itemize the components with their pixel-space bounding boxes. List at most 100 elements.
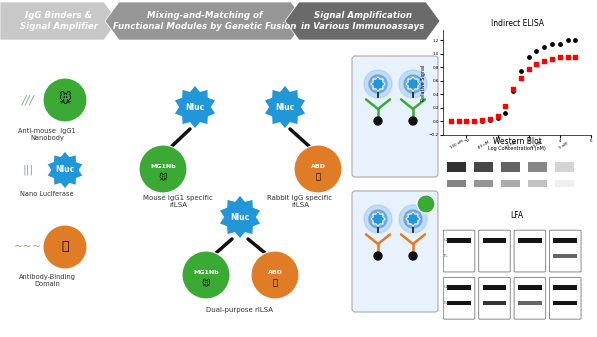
Text: 5 nM: 5 nM — [559, 141, 569, 150]
Text: 🐭: 🐭 — [59, 93, 72, 106]
Bar — [447, 180, 466, 187]
Polygon shape — [406, 77, 420, 91]
FancyBboxPatch shape — [479, 277, 510, 319]
Text: Antibody-Binding
Domain: Antibody-Binding Domain — [19, 274, 75, 287]
Text: Anti-mouse  IgG1
Nanobody: Anti-mouse IgG1 Nanobody — [18, 128, 76, 141]
Point — [446, 119, 456, 124]
Bar — [447, 301, 471, 305]
Polygon shape — [219, 195, 261, 239]
Bar — [482, 301, 506, 305]
Text: Nluc: Nluc — [230, 213, 250, 221]
Circle shape — [409, 252, 417, 260]
FancyBboxPatch shape — [549, 230, 581, 272]
Bar — [553, 301, 577, 305]
Text: ABD: ABD — [310, 163, 325, 168]
Point — [469, 118, 479, 123]
FancyBboxPatch shape — [549, 277, 581, 319]
Polygon shape — [174, 85, 216, 129]
Text: Mixing-and-Matching of
Functional Modules by Genetic Fusion: Mixing-and-Matching of Functional Module… — [113, 11, 297, 31]
Point — [516, 68, 526, 73]
Point — [477, 117, 487, 123]
Text: ///: /// — [21, 93, 35, 106]
Bar — [528, 162, 547, 172]
Text: Nluc: Nluc — [275, 102, 295, 112]
Point — [485, 117, 494, 123]
Polygon shape — [371, 77, 385, 91]
Bar — [518, 285, 542, 290]
Text: Rabbit IgG specific
rILSA: Rabbit IgG specific rILSA — [267, 195, 333, 208]
Polygon shape — [371, 212, 385, 226]
Point — [461, 118, 471, 123]
Bar — [553, 254, 577, 258]
Point — [547, 41, 557, 47]
Circle shape — [364, 70, 392, 98]
Bar — [447, 238, 471, 243]
Text: ~~~: ~~~ — [14, 242, 42, 252]
FancyBboxPatch shape — [352, 56, 438, 177]
Circle shape — [294, 145, 342, 193]
Point — [493, 115, 502, 121]
Circle shape — [369, 210, 387, 228]
Point — [540, 44, 549, 50]
Text: 🐰: 🐰 — [315, 173, 321, 182]
FancyBboxPatch shape — [514, 277, 546, 319]
Point — [477, 118, 487, 123]
Circle shape — [139, 145, 187, 193]
Text: 🐰: 🐰 — [61, 241, 69, 253]
Text: Signal Amplification
in Various Immunoassays: Signal Amplification in Various Immunoas… — [301, 11, 424, 31]
Text: 100 nM: 100 nM — [449, 139, 464, 150]
Bar — [482, 238, 506, 243]
Title: LFA: LFA — [510, 211, 524, 220]
Point — [493, 113, 502, 119]
Bar — [553, 285, 577, 290]
Point — [516, 75, 526, 80]
FancyBboxPatch shape — [479, 230, 510, 272]
Point — [555, 41, 565, 47]
Point — [500, 111, 510, 116]
Circle shape — [399, 70, 427, 98]
FancyBboxPatch shape — [514, 230, 546, 272]
Text: 20 nM: 20 nM — [504, 140, 516, 150]
Circle shape — [374, 117, 382, 125]
Point — [454, 119, 463, 124]
Circle shape — [399, 205, 427, 233]
Polygon shape — [105, 2, 305, 40]
Bar — [501, 180, 520, 187]
X-axis label: Log Concentration (nM): Log Concentration (nM) — [488, 146, 546, 151]
Polygon shape — [285, 2, 440, 40]
Point — [485, 117, 494, 122]
Polygon shape — [47, 151, 83, 189]
Text: 10 nM: 10 nM — [531, 140, 543, 150]
Circle shape — [251, 251, 299, 299]
Point — [563, 38, 573, 43]
Text: ABD: ABD — [267, 270, 282, 275]
FancyBboxPatch shape — [352, 191, 438, 312]
Bar — [528, 180, 547, 187]
Bar — [518, 238, 542, 243]
Bar — [501, 162, 520, 172]
Text: Mouse IgG1 specific
rILSA: Mouse IgG1 specific rILSA — [143, 195, 213, 208]
Point — [500, 104, 510, 109]
FancyBboxPatch shape — [444, 230, 475, 272]
Point — [547, 57, 557, 62]
Text: 🐭: 🐭 — [202, 278, 210, 287]
Bar — [555, 162, 574, 172]
Point — [508, 88, 518, 94]
Point — [454, 119, 463, 124]
Title: Western Blot: Western Blot — [493, 137, 541, 146]
Text: Dual-purpose rILSA: Dual-purpose rILSA — [207, 307, 273, 313]
Point — [524, 55, 534, 60]
Circle shape — [43, 225, 87, 269]
Bar — [474, 180, 493, 187]
Polygon shape — [264, 85, 306, 129]
Circle shape — [364, 205, 392, 233]
Point — [469, 118, 479, 123]
Text: CL: CL — [444, 285, 448, 289]
Text: 40 nM: 40 nM — [477, 140, 490, 150]
Circle shape — [374, 252, 382, 260]
Circle shape — [182, 251, 230, 299]
Text: 🐭: 🐭 — [159, 173, 167, 182]
Bar — [447, 285, 471, 290]
Bar — [553, 238, 577, 243]
Text: TL: TL — [444, 301, 448, 305]
